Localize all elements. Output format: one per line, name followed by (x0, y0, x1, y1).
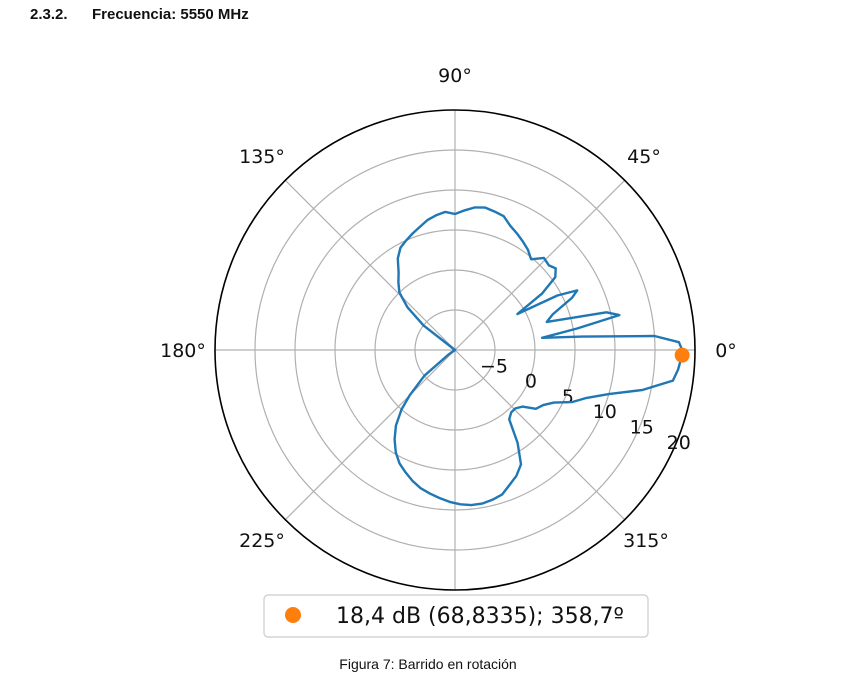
legend-marker (285, 607, 301, 623)
radial-gridline (334, 229, 576, 471)
angle-tick-label: 135° (239, 146, 285, 168)
radial-gridline (414, 309, 496, 391)
radial-tick-label: 15 (630, 417, 654, 439)
legend: 18,4 dB (68,8335); 358,7º (263, 594, 649, 638)
section-heading: 2.3.2. Frecuencia: 5550 MHz (30, 6, 249, 23)
series-line (393, 206, 684, 507)
radial-gridline (294, 189, 616, 511)
series-layer (393, 206, 690, 507)
angle-tick-labels: 0° 45° 90° 135° 180° 225° 315° (160, 65, 737, 552)
section-number: 2.3.2. (30, 6, 68, 23)
radial-tick-label: 0 (525, 371, 537, 393)
radial-tick-label: 10 (593, 401, 617, 423)
radial-tick-label: 5 (562, 386, 574, 408)
legend-label: 18,4 dB (68,8335); 358,7º (336, 604, 624, 629)
polar-grid (214, 109, 696, 591)
radial-tick-labels: −5 0 5 10 15 20 (480, 355, 691, 454)
radial-tick-label: 20 (667, 432, 691, 454)
polar-frame (214, 109, 696, 591)
radial-gridline (254, 149, 656, 551)
radial-gridline (374, 269, 536, 431)
section-title: Frecuencia: 5550 MHz (92, 6, 249, 23)
angle-tick-label: 0° (715, 340, 737, 362)
max-point-marker (674, 347, 690, 363)
legend-frame (263, 594, 649, 638)
radial-tick-label: −5 (480, 355, 508, 377)
angle-tick-label: 225° (239, 530, 285, 552)
polar-chart: 0° 45° 90° 135° 180° 225° 315° −5 0 5 10 15 20 18,4… (160, 65, 737, 638)
angle-tick-label: 90° (438, 65, 472, 87)
angle-tick-label: 180° (160, 340, 206, 362)
angle-tick-label: 315° (623, 530, 669, 552)
figure-caption: Figura 7: Barrido en rotación (339, 656, 517, 672)
angle-tick-label: 45° (627, 146, 661, 168)
